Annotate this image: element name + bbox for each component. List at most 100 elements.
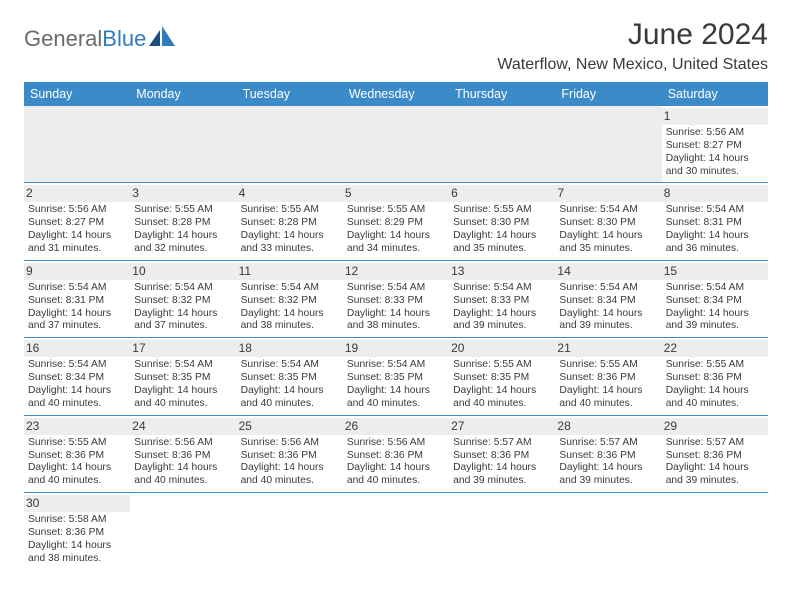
sunset-text: Sunset: 8:33 PM (453, 295, 551, 308)
daylight-text: Daylight: 14 hours (28, 230, 126, 243)
daylight-text: and 32 minutes. (134, 243, 232, 256)
page-header: GeneralBlue June 2024 Waterflow, New Mex… (24, 18, 768, 74)
daylight-text: Daylight: 14 hours (28, 540, 126, 553)
sunset-text: Sunset: 8:36 PM (241, 450, 339, 463)
sunset-text: Sunset: 8:35 PM (241, 372, 339, 385)
daylight-text: and 30 minutes. (666, 166, 764, 179)
weekday-header: Thursday (449, 82, 555, 106)
day-number: 13 (449, 263, 555, 280)
day-cell: 30Sunrise: 5:58 AMSunset: 8:36 PMDayligh… (24, 493, 130, 569)
day-cell: 24Sunrise: 5:56 AMSunset: 8:36 PMDayligh… (130, 416, 236, 492)
daylight-text: and 40 minutes. (453, 398, 551, 411)
day-cell (449, 493, 555, 569)
daylight-text: Daylight: 14 hours (241, 385, 339, 398)
day-cell: 28Sunrise: 5:57 AMSunset: 8:36 PMDayligh… (555, 416, 661, 492)
sunset-text: Sunset: 8:31 PM (666, 217, 764, 230)
day-cell (662, 493, 768, 569)
daylight-text: Daylight: 14 hours (347, 230, 445, 243)
daylight-text: and 37 minutes. (28, 320, 126, 333)
day-cell (130, 106, 236, 182)
day-number: 9 (24, 263, 130, 280)
week-row: 9Sunrise: 5:54 AMSunset: 8:31 PMDaylight… (24, 261, 768, 338)
day-cell (555, 493, 661, 569)
day-cell: 15Sunrise: 5:54 AMSunset: 8:34 PMDayligh… (662, 261, 768, 337)
sunset-text: Sunset: 8:36 PM (347, 450, 445, 463)
sunset-text: Sunset: 8:33 PM (347, 295, 445, 308)
daylight-text: and 34 minutes. (347, 243, 445, 256)
daylight-text: and 40 minutes. (134, 475, 232, 488)
daylight-text: and 40 minutes. (241, 475, 339, 488)
sunrise-text: Sunrise: 5:54 AM (559, 204, 657, 217)
week-row: 16Sunrise: 5:54 AMSunset: 8:34 PMDayligh… (24, 338, 768, 415)
day-number: 7 (555, 185, 661, 202)
sunrise-text: Sunrise: 5:56 AM (134, 437, 232, 450)
daylight-text: and 36 minutes. (666, 243, 764, 256)
sunrise-text: Sunrise: 5:54 AM (241, 282, 339, 295)
sunrise-text: Sunrise: 5:58 AM (28, 514, 126, 527)
day-number: 6 (449, 185, 555, 202)
day-cell: 1Sunrise: 5:56 AMSunset: 8:27 PMDaylight… (662, 106, 768, 182)
sunset-text: Sunset: 8:35 PM (347, 372, 445, 385)
week-row: 30Sunrise: 5:58 AMSunset: 8:36 PMDayligh… (24, 493, 768, 569)
day-cell: 7Sunrise: 5:54 AMSunset: 8:30 PMDaylight… (555, 183, 661, 259)
daylight-text: and 40 minutes. (347, 398, 445, 411)
sunrise-text: Sunrise: 5:54 AM (559, 282, 657, 295)
sunrise-text: Sunrise: 5:55 AM (666, 359, 764, 372)
brand-part1: General (24, 26, 102, 52)
daylight-text: Daylight: 14 hours (453, 230, 551, 243)
daylight-text: and 40 minutes. (559, 398, 657, 411)
daylight-text: Daylight: 14 hours (347, 385, 445, 398)
day-number: 11 (237, 263, 343, 280)
day-cell: 19Sunrise: 5:54 AMSunset: 8:35 PMDayligh… (343, 338, 449, 414)
daylight-text: Daylight: 14 hours (28, 385, 126, 398)
day-cell: 18Sunrise: 5:54 AMSunset: 8:35 PMDayligh… (237, 338, 343, 414)
sunset-text: Sunset: 8:28 PM (241, 217, 339, 230)
sunset-text: Sunset: 8:27 PM (28, 217, 126, 230)
daylight-text: Daylight: 14 hours (666, 153, 764, 166)
daylight-text: and 39 minutes. (559, 475, 657, 488)
week-row: 1Sunrise: 5:56 AMSunset: 8:27 PMDaylight… (24, 106, 768, 183)
sunrise-text: Sunrise: 5:57 AM (666, 437, 764, 450)
day-number: 18 (237, 340, 343, 357)
day-number: 29 (662, 418, 768, 435)
day-cell: 22Sunrise: 5:55 AMSunset: 8:36 PMDayligh… (662, 338, 768, 414)
calendar-body: 1Sunrise: 5:56 AMSunset: 8:27 PMDaylight… (24, 106, 768, 570)
day-number: 4 (237, 185, 343, 202)
week-row: 23Sunrise: 5:55 AMSunset: 8:36 PMDayligh… (24, 416, 768, 493)
daylight-text: and 35 minutes. (559, 243, 657, 256)
sunset-text: Sunset: 8:29 PM (347, 217, 445, 230)
day-cell: 21Sunrise: 5:55 AMSunset: 8:36 PMDayligh… (555, 338, 661, 414)
sunset-text: Sunset: 8:36 PM (134, 450, 232, 463)
day-cell: 25Sunrise: 5:56 AMSunset: 8:36 PMDayligh… (237, 416, 343, 492)
sunrise-text: Sunrise: 5:55 AM (241, 204, 339, 217)
day-number: 26 (343, 418, 449, 435)
calendar: SundayMondayTuesdayWednesdayThursdayFrid… (24, 82, 768, 570)
day-number: 24 (130, 418, 236, 435)
sunrise-text: Sunrise: 5:57 AM (453, 437, 551, 450)
location: Waterflow, New Mexico, United States (497, 56, 768, 74)
sunset-text: Sunset: 8:27 PM (666, 140, 764, 153)
sunrise-text: Sunrise: 5:56 AM (241, 437, 339, 450)
sunrise-text: Sunrise: 5:57 AM (559, 437, 657, 450)
day-number: 5 (343, 185, 449, 202)
sunrise-text: Sunrise: 5:54 AM (347, 359, 445, 372)
sunset-text: Sunset: 8:30 PM (559, 217, 657, 230)
sunrise-text: Sunrise: 5:54 AM (28, 282, 126, 295)
daylight-text: Daylight: 14 hours (559, 308, 657, 321)
day-cell (237, 106, 343, 182)
daylight-text: Daylight: 14 hours (28, 462, 126, 475)
day-number: 3 (130, 185, 236, 202)
calendar-page: GeneralBlue June 2024 Waterflow, New Mex… (0, 0, 792, 570)
sunrise-text: Sunrise: 5:56 AM (28, 204, 126, 217)
sunrise-text: Sunrise: 5:54 AM (666, 282, 764, 295)
weekday-header: Wednesday (343, 82, 449, 106)
day-cell (343, 493, 449, 569)
sunrise-text: Sunrise: 5:54 AM (666, 204, 764, 217)
daylight-text: and 39 minutes. (666, 475, 764, 488)
day-cell: 14Sunrise: 5:54 AMSunset: 8:34 PMDayligh… (555, 261, 661, 337)
sunrise-text: Sunrise: 5:55 AM (28, 437, 126, 450)
daylight-text: Daylight: 14 hours (347, 308, 445, 321)
sunset-text: Sunset: 8:34 PM (559, 295, 657, 308)
weekday-header: Friday (555, 82, 661, 106)
day-cell (449, 106, 555, 182)
